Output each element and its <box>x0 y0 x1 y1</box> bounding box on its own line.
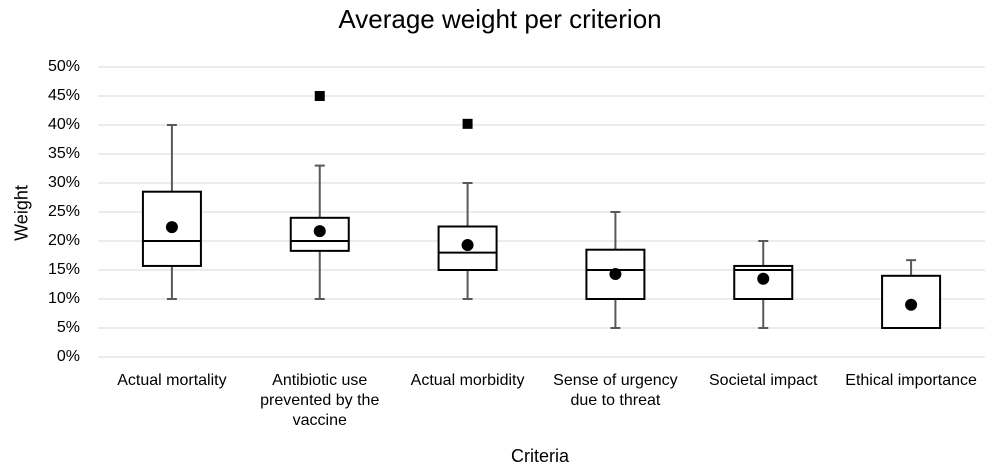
outlier-marker <box>462 118 473 129</box>
x-tick-label: Ethical importance <box>845 372 977 389</box>
x-tick-label: Actual morbidity <box>410 372 525 389</box>
outlier-marker <box>314 91 325 101</box>
y-tick-label: 5% <box>56 319 80 336</box>
y-tick-label: 45% <box>47 87 80 104</box>
mean-marker <box>461 239 474 252</box>
x-tick-label: Antibiotic use prevented by the vaccine <box>260 372 380 429</box>
y-tick-label: 30% <box>47 174 80 191</box>
x-tick-label: Sense of urgency due to threat <box>553 372 678 409</box>
x-tick-label: Actual mortality <box>117 372 227 389</box>
x-axis-label: Criteria <box>510 446 569 466</box>
y-tick-label: 10% <box>47 290 80 307</box>
mean-marker <box>757 272 770 285</box>
mean-marker <box>905 298 918 311</box>
y-tick-label: 15% <box>47 261 80 278</box>
mean-marker <box>609 268 622 281</box>
y-tick-label: 50% <box>47 58 80 75</box>
chart-title: Average weight per criterion <box>338 4 662 34</box>
mean-marker <box>165 221 178 234</box>
mean-marker <box>313 225 326 238</box>
y-tick-label: 35% <box>47 145 80 162</box>
y-tick-label: 20% <box>47 232 80 249</box>
y-tick-label: 25% <box>47 203 80 220</box>
x-tick-label: Societal impact <box>709 372 818 389</box>
y-tick-label: 0% <box>56 348 80 365</box>
y-tick-label: 40% <box>47 116 80 133</box>
